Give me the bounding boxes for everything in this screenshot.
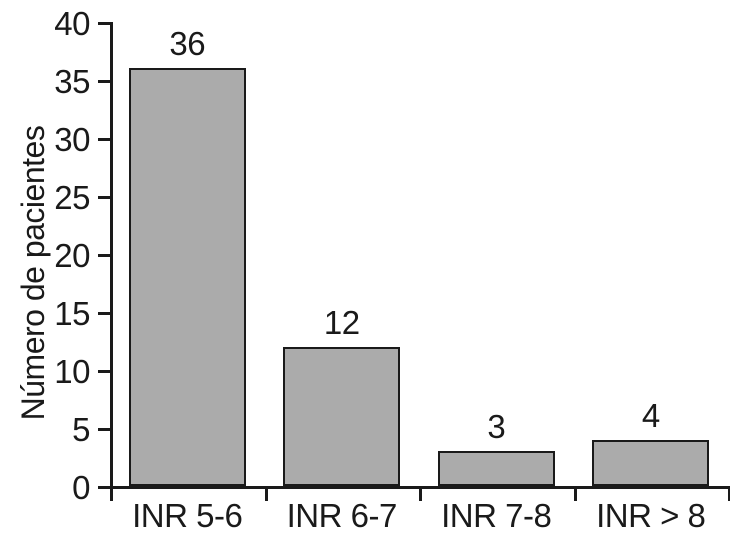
y-tick — [98, 254, 110, 257]
y-tick — [98, 370, 110, 373]
y-tick — [98, 138, 110, 141]
x-tick — [728, 489, 730, 501]
y-tick-label: 0 — [72, 469, 90, 506]
bar-value-label: 12 — [323, 303, 360, 341]
y-tick-label: 10 — [54, 353, 90, 390]
x-tick — [264, 489, 268, 501]
bar — [592, 439, 710, 486]
y-tick-label: 25 — [54, 179, 90, 216]
y-tick — [98, 486, 110, 489]
x-category-label: INR 5-6 — [132, 497, 243, 534]
x-category-label: INR 6-7 — [286, 497, 398, 534]
bar — [437, 451, 555, 486]
x-tick — [110, 489, 113, 501]
x-tick — [573, 489, 577, 501]
x-category-label: INR 7-8 — [441, 497, 552, 534]
bar-value-label: 4 — [641, 396, 660, 434]
y-tick-label: 40 — [54, 5, 90, 42]
y-tick-label: 20 — [54, 237, 90, 274]
x-tick — [419, 489, 422, 501]
y-tick — [98, 80, 110, 83]
y-tick-label: 30 — [54, 121, 90, 158]
y-tick-label: 5 — [72, 411, 90, 448]
y-tick — [98, 312, 110, 315]
y-tick — [98, 196, 110, 199]
y-tick — [98, 22, 110, 25]
bar — [128, 68, 246, 486]
y-tick — [98, 428, 110, 431]
bar-value-label: 3 — [487, 408, 506, 446]
bar — [283, 346, 401, 486]
x-axis-line — [110, 486, 730, 489]
x-category-label: INR > 8 — [596, 497, 706, 534]
y-tick-label: 15 — [54, 295, 90, 332]
y-axis-line — [110, 22, 113, 489]
bar-value-label: 36 — [169, 25, 206, 63]
y-tick-label: 35 — [54, 63, 90, 100]
